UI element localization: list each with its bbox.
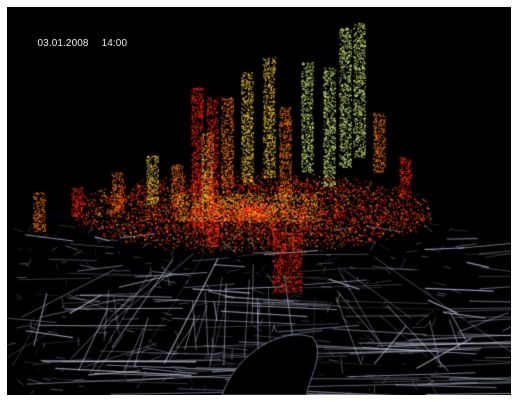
visualization-frame: 03.01.2008 14:00	[7, 7, 511, 395]
city-activity-3d-map	[7, 7, 511, 395]
time-label: 14:00	[101, 38, 128, 49]
date-label: 03.01.2008	[37, 38, 89, 49]
timestamp-overlay: 03.01.2008 14:00	[26, 27, 127, 60]
